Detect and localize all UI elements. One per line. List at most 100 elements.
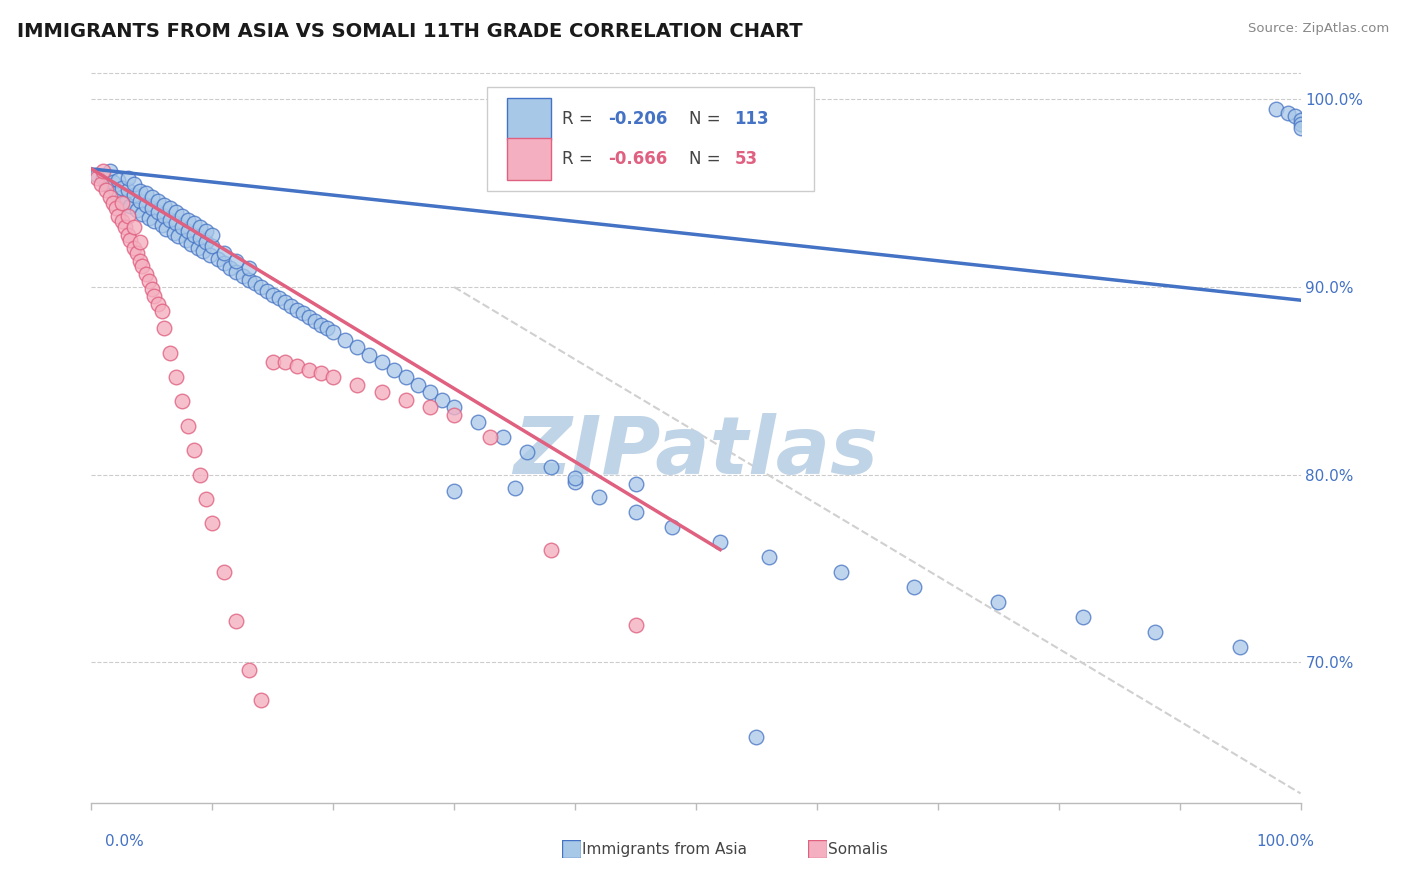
Point: [262, 287, 284, 301]
Point: [120, 199, 142, 213]
Text: -0.666: -0.666: [607, 150, 666, 168]
Point: [298, 362, 321, 376]
Point: [138, 274, 160, 288]
Point: [280, 299, 302, 313]
Point: [188, 220, 211, 235]
Point: [238, 261, 260, 276]
Point: [150, 304, 173, 318]
Point: [195, 224, 218, 238]
Point: [98, 163, 121, 178]
Point: [111, 214, 132, 228]
Point: [111, 180, 132, 194]
Point: [395, 370, 418, 384]
Point: [128, 253, 150, 268]
Point: [419, 400, 441, 414]
Point: [564, 471, 586, 485]
FancyBboxPatch shape: [508, 98, 551, 140]
Point: [131, 207, 153, 221]
Point: [90, 177, 112, 191]
Point: [107, 173, 129, 187]
Point: [370, 355, 392, 369]
Point: [304, 314, 326, 328]
Point: [98, 190, 121, 204]
Point: [127, 203, 149, 218]
Point: [225, 265, 247, 279]
Point: [309, 367, 332, 381]
Point: [188, 231, 211, 245]
Point: [153, 209, 176, 223]
Point: [624, 477, 647, 491]
Point: [249, 280, 271, 294]
Point: [443, 400, 465, 414]
Point: [588, 490, 610, 504]
Point: [516, 445, 538, 459]
Point: [709, 535, 731, 549]
Point: [406, 377, 429, 392]
Point: [291, 306, 314, 320]
Point: [231, 268, 253, 283]
Point: [153, 321, 176, 335]
Point: [120, 233, 142, 247]
Point: [830, 565, 852, 579]
Point: [564, 475, 586, 489]
Point: [177, 418, 200, 433]
Point: [214, 246, 236, 260]
Point: [111, 195, 132, 210]
Point: [114, 195, 136, 210]
Point: [180, 236, 202, 251]
Point: [172, 394, 194, 409]
Point: [467, 415, 489, 429]
Point: [1144, 625, 1167, 640]
Point: [114, 220, 136, 235]
Text: Somalis: Somalis: [828, 842, 889, 856]
Point: [1289, 120, 1312, 135]
Point: [443, 408, 465, 422]
Point: [359, 347, 381, 361]
Point: [183, 216, 205, 230]
Point: [172, 220, 194, 235]
Point: [214, 565, 236, 579]
Point: [382, 362, 405, 376]
Point: [162, 226, 184, 240]
Point: [177, 212, 200, 227]
Point: [143, 289, 166, 303]
Point: [1229, 640, 1251, 654]
Text: R =: R =: [562, 110, 598, 128]
Point: [183, 227, 205, 242]
Point: [177, 224, 200, 238]
Point: [165, 216, 187, 230]
Point: [117, 171, 139, 186]
Point: [395, 392, 418, 407]
Point: [104, 186, 127, 201]
Point: [135, 197, 157, 211]
Point: [201, 516, 224, 531]
Point: [201, 239, 224, 253]
Text: -0.206: -0.206: [607, 110, 666, 128]
Point: [93, 163, 115, 178]
Point: [322, 370, 344, 384]
Point: [207, 252, 229, 266]
Point: [195, 491, 218, 506]
Point: [104, 201, 127, 215]
Text: Source: ZipAtlas.com: Source: ZipAtlas.com: [1249, 22, 1389, 36]
Text: N =: N =: [689, 110, 725, 128]
Point: [1265, 102, 1288, 116]
Point: [274, 295, 297, 310]
Point: [128, 235, 150, 249]
Point: [159, 212, 181, 227]
Point: [122, 220, 145, 235]
Point: [93, 171, 115, 186]
Point: [188, 467, 211, 482]
Point: [1289, 113, 1312, 128]
Point: [135, 267, 157, 281]
Point: [117, 209, 139, 223]
FancyBboxPatch shape: [486, 87, 814, 191]
Point: [146, 205, 169, 219]
Point: [117, 227, 139, 242]
Point: [94, 177, 117, 191]
Point: [238, 663, 260, 677]
Point: [346, 340, 368, 354]
Point: [1284, 109, 1306, 123]
Point: [316, 321, 339, 335]
Text: R =: R =: [562, 150, 598, 168]
